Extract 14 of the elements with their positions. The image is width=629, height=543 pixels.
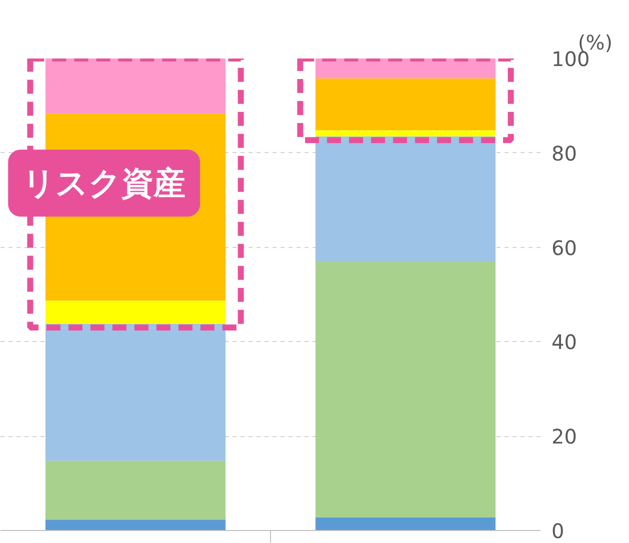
bar xyxy=(315,261,496,518)
y-tick-label: 60 xyxy=(552,236,577,260)
bar xyxy=(315,58,496,78)
bar xyxy=(45,58,226,114)
bar xyxy=(315,517,496,530)
bar xyxy=(45,300,226,324)
annotation: リスク資産 xyxy=(22,164,186,202)
y-tick-label: 0 xyxy=(552,519,564,543)
y-tick-label: 80 xyxy=(552,141,577,166)
y-tick-label: 40 xyxy=(552,330,577,354)
bar xyxy=(45,520,226,530)
bar xyxy=(45,460,226,520)
bar xyxy=(315,130,496,136)
y-tick-label: 20 xyxy=(552,424,577,449)
